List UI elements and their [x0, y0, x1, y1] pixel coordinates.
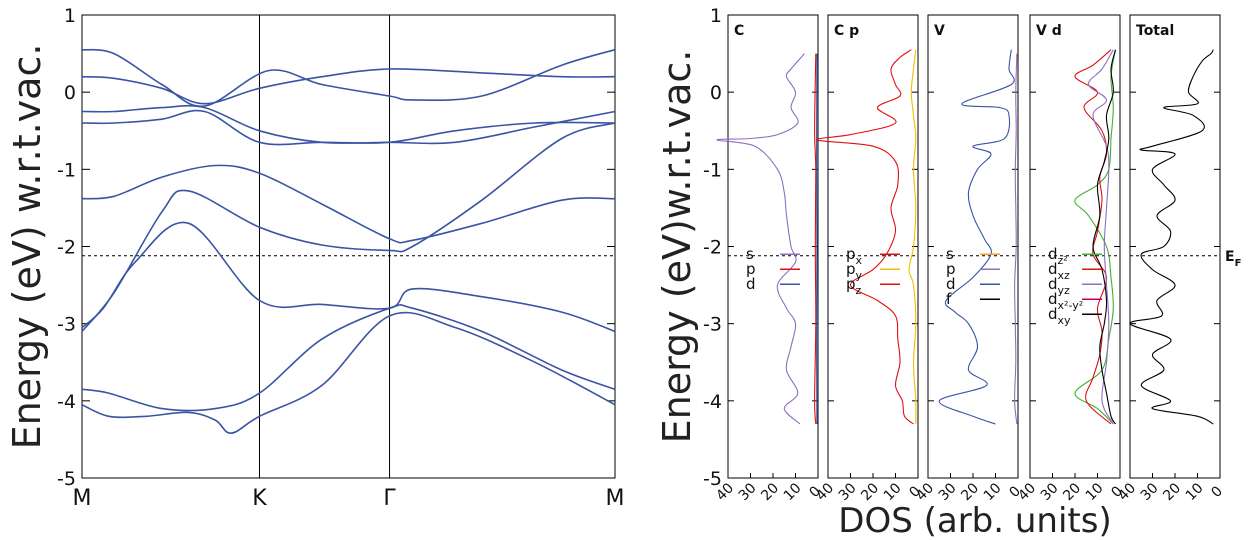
legend-entry: pz — [846, 275, 862, 297]
dos-panel-label: V d — [1036, 23, 1062, 39]
legend-symbol: d — [946, 275, 956, 293]
fermi-label-main: E — [1225, 249, 1235, 265]
legend-subscript: xy — [1058, 314, 1072, 327]
dos-curve — [908, 49, 917, 425]
dos-panel-frame — [1129, 14, 1221, 479]
legend-symbol: p — [846, 245, 856, 263]
dos-x-tick-label: 20 — [1160, 480, 1184, 504]
dos-x-tick-label: 30 — [736, 480, 760, 504]
kpath-label: K — [252, 486, 267, 511]
dos-y-tick-label: 1 — [710, 5, 722, 27]
legend-symbol: d — [746, 275, 756, 293]
legend-entry: p — [946, 260, 956, 278]
dos-curve — [716, 53, 805, 425]
band-line — [81, 164, 616, 244]
band-line — [81, 104, 616, 145]
legend-symbol: d — [1048, 275, 1058, 293]
legend-symbol: p — [846, 275, 856, 293]
dos-curve — [938, 49, 1015, 425]
dos-x-tick-label: 10 — [1183, 480, 1207, 504]
dos-y-tick-label: -3 — [703, 314, 722, 336]
dos-panel-label: V — [934, 23, 945, 39]
band-line — [81, 48, 616, 107]
kpath-label: M — [606, 486, 625, 511]
dos-curve — [816, 49, 914, 425]
legend-symbol: p — [846, 260, 856, 278]
dos-curve — [1092, 49, 1117, 425]
y-tick-label: -2 — [57, 237, 76, 259]
dos-x-tick-label: 30 — [1138, 480, 1162, 504]
legend-entry: px — [846, 245, 863, 267]
legend-entry: s — [746, 245, 754, 263]
dos-x-tick-label: 0 — [1208, 483, 1226, 501]
band-line — [81, 311, 616, 434]
dos-panel-frame — [827, 14, 919, 479]
dos-curve — [1014, 53, 1018, 425]
band-line — [81, 122, 616, 332]
dos-panel-label: C p — [834, 23, 859, 39]
dos-curve — [1087, 49, 1114, 425]
legend-subscript: z² — [1058, 254, 1068, 267]
band-line — [81, 221, 616, 333]
band-line — [81, 304, 616, 412]
legend-entry: py — [846, 260, 863, 282]
legend-symbol: s — [946, 245, 954, 263]
dos-y-tick-label: -4 — [703, 391, 722, 413]
legend-entry: s — [946, 245, 954, 263]
dos-panel-label: Total — [1136, 23, 1174, 39]
y-tick-label: -5 — [57, 468, 76, 490]
legend-entry: dyz — [1048, 275, 1070, 297]
dos-curve — [1129, 49, 1214, 425]
dos-y-tick-label: -2 — [703, 237, 722, 259]
legend-symbol: d — [1048, 260, 1058, 278]
legend-entry: p — [746, 260, 756, 278]
y-tick-label: -3 — [57, 314, 76, 336]
legend-subscript: yz — [1058, 284, 1071, 297]
legend-subscript: y — [856, 269, 863, 282]
band-line — [81, 109, 616, 146]
dos-y-tick-label: -5 — [703, 468, 722, 490]
band-line — [81, 68, 616, 105]
legend-symbol: s — [746, 245, 754, 263]
legend-entry: dxy — [1048, 305, 1071, 327]
legend-subscript: x — [856, 254, 863, 267]
legend-symbol: p — [946, 260, 956, 278]
legend-symbol: d — [1048, 305, 1058, 323]
dos-curve — [814, 53, 817, 425]
legend-entry: dxz — [1048, 260, 1070, 282]
legend-entry: d — [746, 275, 756, 293]
kpath-label: Γ — [383, 486, 396, 511]
y-tick-label: -4 — [57, 391, 76, 413]
legend-symbol: d — [1048, 245, 1058, 263]
y-tick-label: 0 — [64, 82, 76, 104]
legend-subscript: xz — [1058, 269, 1071, 282]
legend-entry: d — [946, 275, 956, 293]
legend-symbol: d — [1048, 290, 1058, 308]
dos-x-tick-label: 20 — [758, 480, 782, 504]
dos-panel-frame — [927, 14, 1019, 479]
legend-entry: dx²-y² — [1048, 290, 1083, 312]
legend-entry: f — [946, 290, 952, 308]
band-y-axis-title: Energy (eV) w.r.t.vac. — [5, 44, 49, 450]
dos-x-axis-title: DOS (arb. units) — [838, 501, 1111, 540]
dos-y-axis-title: Energy (eV)w.r.t.vac. — [655, 50, 699, 444]
dos-y-tick-label: 0 — [710, 82, 722, 104]
legend-symbol: f — [946, 290, 952, 308]
kpath-label: M — [73, 486, 92, 511]
dos-panel-label: C — [734, 23, 744, 39]
y-tick-label: 1 — [64, 5, 76, 27]
legend-symbol: p — [746, 260, 756, 278]
fermi-label-sub: F — [1235, 258, 1242, 269]
legend-subscript: z — [856, 284, 862, 297]
dos-y-tick-label: -1 — [703, 159, 722, 181]
legend-subscript: x²-y² — [1058, 299, 1084, 312]
dos-x-tick-label: 10 — [781, 480, 805, 504]
legend-entry: dz² — [1048, 245, 1068, 267]
dos-panel-frame — [727, 14, 819, 479]
y-tick-label: -1 — [57, 159, 76, 181]
fermi-label: EF — [1225, 249, 1241, 269]
